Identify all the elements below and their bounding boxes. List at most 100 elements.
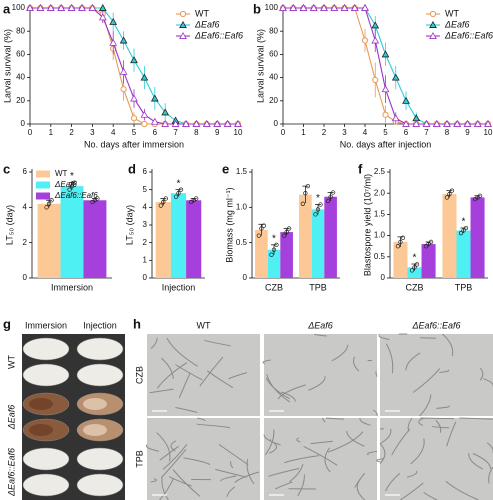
- hypha: [379, 443, 386, 464]
- hypha: [175, 364, 203, 381]
- replicate-point: [259, 226, 264, 231]
- x-tick-label: 3: [90, 128, 95, 137]
- hypha: [197, 417, 206, 422]
- hypha: [423, 491, 438, 500]
- replicate-point: [398, 239, 403, 245]
- hypha: [297, 474, 305, 497]
- replicate-point: [463, 225, 469, 231]
- x-tick-label: 4: [363, 128, 368, 137]
- legend-label: ΔEaf6::Eaf6: [194, 30, 243, 40]
- hypha: [156, 432, 171, 462]
- row-label: CZB: [134, 366, 144, 384]
- data-point: [453, 119, 462, 127]
- hypha: [150, 478, 157, 483]
- panel-letter: a: [3, 1, 11, 16]
- x-tick-label: 0: [281, 128, 286, 137]
- data-point: [371, 36, 380, 44]
- y-tick-label: 2.5: [374, 167, 386, 176]
- legend-marker: [179, 20, 187, 28]
- x-tick-label: 9: [215, 128, 220, 137]
- replicate-point: [414, 262, 420, 267]
- hypha: [199, 356, 224, 387]
- hypha: [373, 409, 378, 417]
- replicate-point: [284, 229, 289, 235]
- hypha: [303, 445, 338, 466]
- bar: [324, 196, 337, 278]
- replicate-point: [256, 233, 262, 238]
- data-point: [88, 3, 97, 11]
- replicate-point: [328, 194, 333, 199]
- x-tick-label: 8: [194, 128, 199, 137]
- replicate-point: [305, 183, 311, 189]
- bar: [170, 193, 187, 278]
- replicate-point: [461, 228, 466, 233]
- data-point: [171, 119, 180, 127]
- data-point: [192, 119, 201, 127]
- data-point: [119, 67, 128, 75]
- hypha: [435, 420, 442, 433]
- hypha: [149, 388, 174, 394]
- hypha: [161, 449, 187, 479]
- x-tick-label: 7: [173, 128, 178, 137]
- data-point: [36, 3, 45, 11]
- hypha: [313, 333, 327, 337]
- replicate-point: [400, 235, 406, 240]
- data-point: [46, 3, 55, 11]
- replicate-point: [447, 191, 452, 197]
- data-point: [150, 94, 159, 102]
- data-point: [432, 119, 441, 127]
- hypha: [412, 368, 441, 393]
- bar: [255, 229, 268, 278]
- data-point: [412, 119, 421, 127]
- data-point: [202, 119, 211, 127]
- replicate-point: [281, 233, 287, 238]
- bar: [267, 249, 281, 278]
- hypha: [308, 376, 326, 391]
- data-point: [98, 13, 107, 21]
- hypha: [196, 423, 230, 428]
- data-point: [372, 76, 379, 84]
- data-point: [78, 3, 86, 11]
- x-tick-label: Injection: [162, 282, 196, 292]
- hypha: [376, 458, 384, 463]
- larva-spot: [29, 424, 53, 436]
- bar: [393, 241, 408, 278]
- bar: [407, 267, 422, 278]
- hypha: [220, 475, 237, 482]
- hypha: [486, 442, 493, 453]
- hypha: [166, 337, 198, 367]
- data-point: [279, 3, 287, 11]
- data-point: [140, 73, 149, 81]
- x-tick-label: Immersion: [51, 282, 93, 292]
- x-tick-label: 8: [445, 128, 450, 137]
- x-tick-label: 10: [234, 128, 243, 137]
- hypha: [178, 372, 191, 399]
- legend-label: ΔEaf6: [54, 180, 77, 189]
- micrograph: [264, 334, 377, 416]
- data-point: [161, 119, 170, 127]
- data-point: [391, 73, 400, 81]
- x-tick-label: 4: [111, 128, 116, 137]
- y-tick-label: 2.0: [374, 188, 386, 197]
- y-axis-label: Blastospore yield (10⁷/ml): [362, 174, 372, 276]
- x-tick-label: TPB: [309, 282, 327, 292]
- panel-letter: g: [3, 316, 11, 331]
- replicate-point: [444, 195, 450, 200]
- hypha: [479, 367, 484, 381]
- bar: [470, 197, 485, 278]
- replicate-point: [477, 193, 483, 198]
- y-tick-label: 5: [143, 185, 148, 194]
- significance: *: [413, 253, 417, 264]
- hypha: [419, 337, 436, 339]
- data-point: [140, 110, 149, 118]
- data-point: [391, 114, 400, 122]
- hypha: [269, 442, 278, 454]
- x-axis-label: No. days after injection: [340, 139, 432, 149]
- hypha: [407, 417, 413, 432]
- y-tick-label: 80: [16, 26, 25, 35]
- x-tick-label: 1: [301, 128, 306, 137]
- y-axis-label: Larval survival (%): [2, 29, 12, 103]
- replicate-point: [458, 230, 464, 236]
- hypha: [331, 344, 349, 362]
